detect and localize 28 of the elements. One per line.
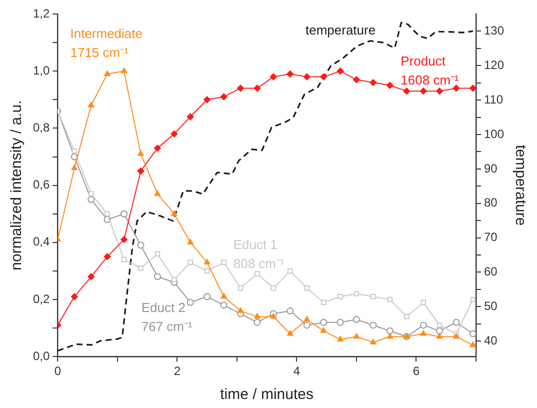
x-tick-label: 0 <box>54 364 62 378</box>
y2-tick-label: 50 <box>484 298 498 313</box>
series-label: Educt 2 767 cm⁻¹ <box>141 300 193 334</box>
y-tick-label: 0,0 <box>32 348 50 363</box>
y2-tick-label: 110 <box>484 92 504 106</box>
y2-axis-title: temperature <box>512 144 529 226</box>
y-tick-label: 1,2 <box>32 6 50 20</box>
y-tick-label: 0,4 <box>32 234 50 249</box>
series-label: temperature <box>305 22 376 38</box>
y2-tick-label: 100 <box>484 126 504 141</box>
y2-tick-label: 60 <box>484 264 498 279</box>
y2-tick-label: 40 <box>484 333 498 348</box>
y2-tick-label: 130 <box>484 24 504 38</box>
y-tick-label: 0,8 <box>32 120 50 135</box>
y2-tick-label: 90 <box>484 161 498 176</box>
x-tick-label: 6 <box>412 364 420 378</box>
y-tick-label: 0,6 <box>32 178 50 192</box>
y2-tick-label: 70 <box>484 230 498 244</box>
y-tick-label: 1,0 <box>32 63 50 78</box>
y2-tick-label: 80 <box>484 196 498 210</box>
y2-tick-label: 120 <box>484 58 504 72</box>
series-label: Intermediate 1715 cm⁻¹ <box>70 26 142 60</box>
x-tick-label: 2 <box>174 364 181 378</box>
x-tick-label: 4 <box>293 364 300 378</box>
x-axis-title: time / minutes <box>220 386 314 404</box>
y-tick-label: 0,2 <box>32 292 50 306</box>
series-label: Product 1608 cm⁻¹ <box>400 54 460 88</box>
y-axis-title: normalized intensity / a.u. <box>8 100 26 270</box>
